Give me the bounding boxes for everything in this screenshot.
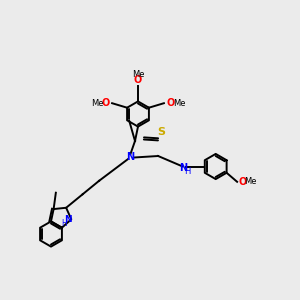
Text: O: O	[238, 177, 247, 187]
Text: N: N	[179, 163, 188, 173]
Text: Me: Me	[244, 177, 256, 186]
Text: O: O	[101, 98, 110, 108]
Text: N: N	[64, 215, 71, 224]
Text: Me: Me	[132, 70, 144, 79]
Text: Me: Me	[91, 99, 103, 108]
Text: S: S	[158, 127, 166, 137]
Text: Me: Me	[173, 99, 185, 108]
Text: O: O	[167, 98, 175, 108]
Text: H: H	[184, 167, 190, 176]
Text: O: O	[134, 75, 142, 85]
Text: H: H	[61, 219, 67, 228]
Text: N: N	[126, 152, 135, 163]
